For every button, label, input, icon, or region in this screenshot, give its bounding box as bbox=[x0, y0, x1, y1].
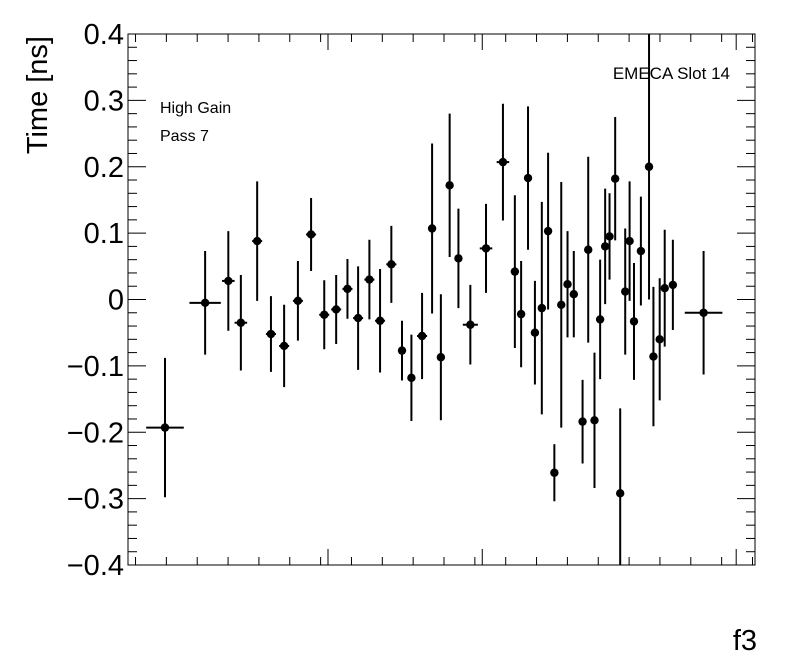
slot-annotation: EMECA Slot 14 bbox=[613, 64, 730, 83]
data-point bbox=[397, 346, 407, 355]
data-point bbox=[160, 423, 170, 432]
data-point bbox=[530, 328, 540, 337]
y-tick-label: 0.3 bbox=[84, 85, 124, 117]
data-point bbox=[605, 232, 614, 241]
data-point bbox=[660, 284, 669, 293]
data-point bbox=[481, 244, 491, 253]
data-point bbox=[655, 335, 664, 344]
data-point bbox=[306, 230, 316, 239]
data-point bbox=[595, 315, 605, 324]
data-point bbox=[279, 341, 289, 351]
data-point bbox=[343, 284, 352, 294]
data-point bbox=[252, 236, 262, 246]
data-point bbox=[636, 246, 646, 256]
y-tick-label: −0.1 bbox=[67, 351, 124, 383]
data-point bbox=[590, 416, 599, 425]
y-axis-ticks bbox=[128, 33, 755, 566]
data-point bbox=[454, 254, 463, 263]
y-tick-label: 0.4 bbox=[84, 19, 124, 51]
gain-annotation: High Gain bbox=[160, 100, 231, 117]
data-point bbox=[615, 489, 625, 498]
data-point bbox=[610, 174, 620, 183]
data-point bbox=[375, 316, 385, 325]
data-point bbox=[510, 267, 520, 276]
data-point bbox=[331, 305, 341, 314]
data-point bbox=[427, 224, 437, 233]
data-point bbox=[516, 309, 526, 319]
data-point bbox=[550, 468, 559, 477]
x-axis-ticks bbox=[135, 34, 753, 565]
y-axis-tick-labels: 0.4 0.3 0.2 0.1 0 −0.1 −0.2 −0.3 −0.4 bbox=[67, 19, 124, 582]
data-point bbox=[436, 353, 446, 362]
data-point bbox=[557, 300, 566, 310]
y-tick-label: 0.1 bbox=[84, 218, 124, 250]
data-point bbox=[644, 162, 654, 171]
data-point bbox=[266, 329, 276, 339]
data-point bbox=[224, 276, 233, 286]
data-point bbox=[625, 236, 634, 246]
y-tick-label: −0.2 bbox=[67, 417, 124, 449]
y-axis-title: Time [ns] bbox=[22, 36, 54, 154]
data-points bbox=[146, 34, 723, 565]
data-point bbox=[293, 296, 303, 306]
y-tick-label: 0.2 bbox=[84, 152, 124, 184]
data-point bbox=[407, 373, 416, 383]
y-tick-label: 0 bbox=[108, 285, 124, 317]
data-point bbox=[578, 417, 587, 426]
data-point bbox=[498, 157, 508, 167]
data-point bbox=[621, 287, 630, 296]
data-point bbox=[649, 352, 658, 361]
data-point bbox=[236, 318, 246, 327]
data-point bbox=[417, 331, 427, 341]
data-point bbox=[365, 275, 374, 284]
data-point bbox=[320, 310, 329, 319]
data-point bbox=[600, 242, 610, 251]
data-point bbox=[563, 280, 572, 289]
data-point bbox=[699, 308, 708, 317]
data-point bbox=[543, 226, 553, 236]
data-point bbox=[466, 320, 475, 329]
x-axis-title: f3 bbox=[733, 625, 757, 657]
data-point bbox=[668, 280, 678, 290]
data-point bbox=[584, 245, 593, 254]
data-point bbox=[537, 303, 547, 313]
y-tick-label: −0.3 bbox=[67, 484, 124, 516]
y-tick-label: −0.4 bbox=[67, 550, 124, 582]
data-point bbox=[523, 173, 533, 183]
data-point bbox=[200, 298, 210, 308]
data-point bbox=[629, 317, 639, 326]
data-point bbox=[353, 313, 363, 323]
pass-annotation: Pass 7 bbox=[160, 128, 209, 145]
data-point bbox=[569, 289, 578, 299]
data-point bbox=[387, 260, 396, 269]
data-point bbox=[445, 181, 454, 190]
